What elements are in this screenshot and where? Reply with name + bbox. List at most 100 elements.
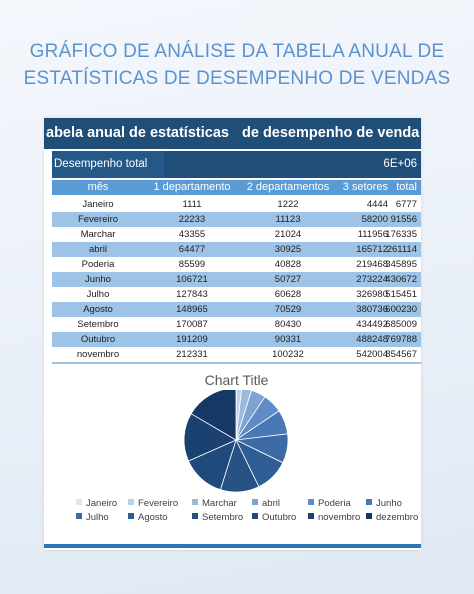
performance-value: 6E+06: [383, 158, 417, 170]
legend-label: Julho: [86, 512, 109, 523]
table-row: Junho 106721 50727 273224 430672: [52, 272, 421, 287]
legend-swatch: [76, 499, 82, 505]
pie-chart-svg: [183, 390, 289, 493]
legend-item: Junho: [366, 498, 402, 509]
cell-dept-1: 22233: [178, 214, 206, 225]
cell-month: Julho: [86, 289, 110, 300]
cell-total: 261114: [386, 244, 417, 255]
performance-highlight: [52, 151, 164, 178]
cell-dept-1: 1111: [182, 199, 202, 210]
legend-item: novembro: [308, 512, 360, 523]
cell-dept-2: 30925: [274, 244, 302, 255]
legend-item: Marchar: [192, 498, 237, 509]
cell-sectors: 273224: [356, 274, 388, 285]
legend-item: Outubro: [252, 512, 296, 523]
legend-swatch: [366, 513, 372, 519]
legend-label: Agosto: [138, 512, 168, 523]
cell-dept-2: 100232: [272, 349, 304, 360]
cell-month: Fevereiro: [77, 214, 119, 225]
cell-sectors: 380736: [356, 304, 388, 315]
sheet-bottom-bar: [44, 544, 421, 548]
legend-label: novembro: [318, 512, 361, 523]
table-header-row: mês 1 departamento 2 departamentos 3 set…: [52, 180, 421, 195]
pie-chart: Chart Title Janeiro Fevereiro Marchar abril…: [52, 364, 421, 544]
cell-sectors: 111956: [357, 229, 388, 240]
table-row: Fevereiro 22233 11123 58200 91556: [52, 212, 421, 227]
cell-total: 854567: [385, 349, 417, 360]
table-title: abela anual de estatísticas de desempenh…: [44, 118, 421, 149]
table-row: Outubro 191209 90331 488248 769788: [52, 332, 421, 347]
table-row: novembro 212331 100232 542004 854567: [52, 347, 421, 362]
header-month: mês: [87, 181, 109, 193]
cell-total: 430672: [385, 274, 417, 285]
spreadsheet-sheet: abela anual de estatísticas de desempenh…: [44, 118, 421, 550]
table-row: Janeiro 1111 1222 4444 6777: [52, 197, 421, 212]
cell-dept-1: 85599: [178, 259, 206, 270]
legend-item: abril: [252, 498, 280, 509]
legend-item: dezembro: [366, 512, 418, 523]
legend-label: Marchar: [202, 498, 237, 509]
cell-total: 685009: [385, 319, 417, 330]
cell-dept-1: 127843: [176, 289, 208, 300]
legend-label: dezembro: [376, 512, 419, 523]
table-title-part-2: de desempenho de venda: [242, 125, 420, 141]
performance-total-row: Desempenho total 6E+06: [52, 151, 421, 178]
cell-sectors: 58200: [361, 214, 388, 225]
cell-sectors: 4444: [366, 199, 388, 210]
cell-dept-1: 64477: [178, 244, 206, 255]
legend-swatch: [192, 499, 198, 505]
cell-dept-2: 90331: [274, 334, 302, 345]
legend-swatch: [252, 499, 258, 505]
header-sectors: 3 setores: [342, 181, 388, 193]
header-dept-2: 2 departamentos: [246, 181, 330, 193]
page-title-line-1: GRÁFICO DE ANÁLISE DA TABELA ANUAL DE: [29, 41, 445, 62]
cell-dept-1: 148965: [176, 304, 208, 315]
legend-label: Junho: [376, 498, 402, 509]
table-row: Setembro 170087 80430 434492 685009: [52, 317, 421, 332]
cell-dept-1: 170087: [176, 319, 208, 330]
cell-month: Setembro: [77, 319, 119, 330]
legend-label: Setembro: [202, 512, 244, 523]
cell-dept-2: 40828: [274, 259, 302, 270]
table-row: Julho 127843 60628 326980 515451: [52, 287, 421, 302]
chart-title: Chart Title: [204, 372, 269, 388]
cell-month: Janeiro: [82, 199, 114, 210]
legend-item: Poderia: [308, 498, 351, 509]
cell-month: Marchar: [80, 229, 116, 240]
table-row: Poderia 85599 40828 219468 345895: [52, 257, 421, 272]
cell-dept-2: 60628: [274, 289, 302, 300]
legend-swatch: [76, 513, 82, 519]
cell-month: Agosto: [83, 304, 113, 315]
legend-label: Janeiro: [86, 498, 118, 509]
legend-item: Fevereiro: [128, 498, 178, 509]
legend-swatch: [366, 499, 372, 505]
legend-item: Janeiro: [76, 498, 117, 509]
table-title-part-1: abela anual de estatísticas: [46, 125, 229, 141]
cell-dept-2: 21024: [274, 229, 302, 240]
cell-month: novembro: [76, 349, 120, 360]
cell-dept-1: 43355: [178, 229, 206, 240]
page-title: GRÁFICO DE ANÁLISE DA TABELA ANUAL DE ES…: [0, 38, 474, 92]
pie-slice-dezembro: [190, 390, 237, 441]
cell-dept-1: 106721: [176, 274, 208, 285]
legend-item: Agosto: [128, 512, 168, 523]
page-title-line-2: ESTATÍSTICAS DE DESEMPENHO DE VENDAS: [23, 68, 451, 89]
pie-slice-novembro: [183, 413, 237, 462]
cell-dept-2: 11123: [275, 214, 301, 225]
cell-total: 6777: [395, 199, 417, 210]
cell-total: 600230: [385, 304, 417, 315]
table-row: Agosto 148965 70529 380736 600230: [52, 302, 421, 317]
header-dept-1: 1 departamento: [153, 181, 231, 193]
legend-swatch: [252, 513, 258, 519]
legend-label: Outubro: [262, 512, 297, 523]
cell-sectors: 542004: [356, 349, 388, 360]
cell-dept-1: 191209: [176, 334, 208, 345]
cell-sectors: 434492: [356, 319, 388, 330]
legend-item: Setembro: [192, 512, 243, 523]
legend-swatch: [308, 513, 314, 519]
legend-label: abril: [262, 498, 280, 509]
cell-month: abril: [89, 244, 107, 255]
table-row: Marchar 43355 21024 111956 176335: [52, 227, 421, 242]
cell-month: Junho: [85, 274, 111, 285]
table-row: abril 64477 30925 165712 261114: [52, 242, 421, 257]
